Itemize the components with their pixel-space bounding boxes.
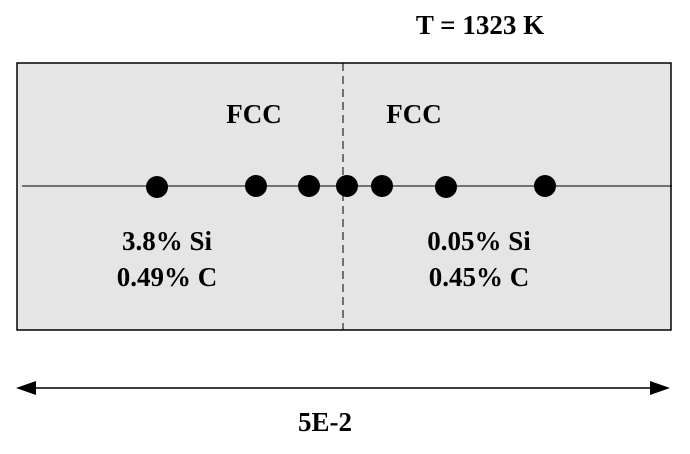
dimension-label: 5E-2	[298, 407, 352, 437]
arrow-head	[650, 381, 670, 395]
phase-label: FCC	[226, 99, 282, 129]
grid-point	[534, 175, 556, 197]
grid-point	[371, 175, 393, 197]
composition: 0.45% C	[429, 262, 530, 292]
grid-point	[298, 175, 320, 197]
composition: 0.49% C	[117, 262, 218, 292]
grid-point	[146, 176, 168, 198]
composition: 3.8% Si	[122, 226, 213, 256]
grid-point	[336, 175, 358, 197]
arrow-head	[16, 381, 36, 395]
phase-label: FCC	[386, 99, 442, 129]
grid-point	[245, 175, 267, 197]
grid-point	[435, 176, 457, 198]
grid-points	[146, 175, 556, 198]
title: T = 1323 K	[416, 10, 544, 40]
composition: 0.05% Si	[427, 226, 531, 256]
